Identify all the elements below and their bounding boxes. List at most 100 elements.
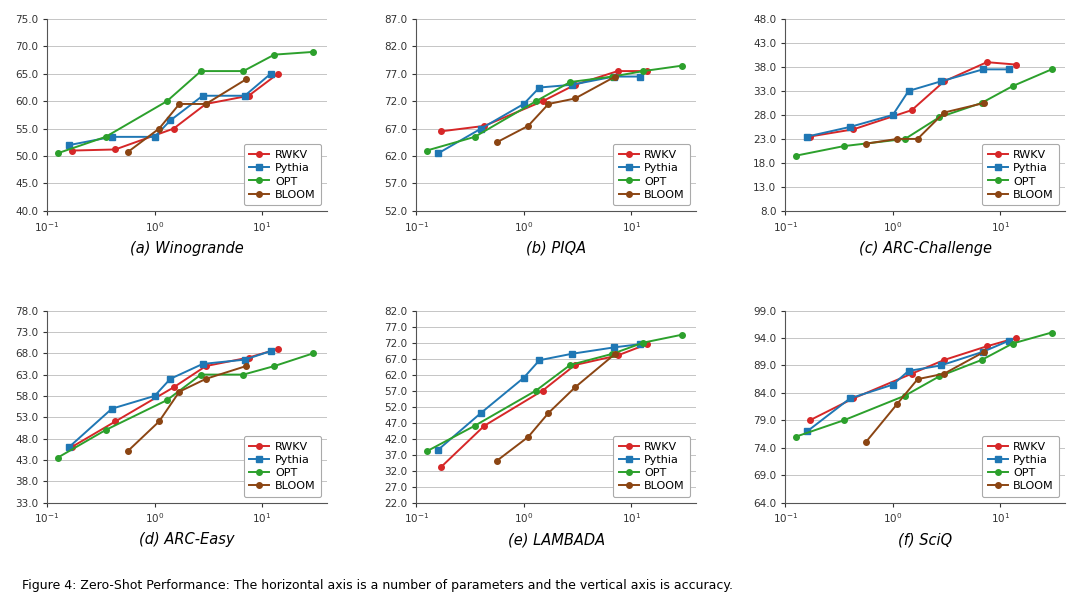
RWKV (640, 341, 653, 348)
OPT (676, 62, 689, 69)
OPT (529, 387, 542, 394)
RWKV (536, 98, 549, 105)
Legend: RWKV, Pythia, OPT, BLOOM: RWKV, Pythia, OPT, BLOOM (982, 436, 1059, 497)
BLOOM (891, 400, 904, 408)
OPT (789, 152, 802, 159)
Pythia (164, 117, 177, 124)
OPT (1007, 340, 1020, 347)
Pythia (565, 350, 578, 358)
Line: BLOOM: BLOOM (863, 100, 987, 146)
Line: RWKV: RWKV (438, 342, 650, 470)
RWKV (611, 352, 624, 359)
OPT (933, 114, 946, 121)
Pythia (934, 362, 947, 369)
OPT (268, 362, 281, 369)
Pythia (887, 381, 900, 388)
Pythia (432, 446, 445, 453)
X-axis label: (f) SciQ: (f) SciQ (899, 533, 953, 547)
OPT (161, 397, 174, 404)
Pythia (197, 92, 210, 99)
Line: RWKV: RWKV (807, 60, 1018, 139)
BLOOM (860, 140, 873, 148)
OPT (51, 454, 64, 461)
OPT (975, 99, 988, 107)
Line: Pythia: Pythia (435, 74, 643, 156)
RWKV (981, 343, 994, 350)
Line: OPT: OPT (423, 63, 685, 154)
BLOOM (240, 362, 253, 369)
OPT (637, 67, 650, 74)
Pythia (148, 392, 161, 399)
BLOOM (490, 139, 503, 146)
Line: Pythia: Pythia (435, 342, 643, 453)
Pythia (607, 344, 620, 351)
OPT (194, 67, 207, 74)
RWKV (477, 123, 490, 130)
OPT (469, 133, 482, 140)
Pythia (976, 348, 989, 355)
X-axis label: (d) ARC-Easy: (d) ARC-Easy (139, 533, 234, 547)
RWKV (568, 361, 581, 368)
OPT (99, 133, 112, 140)
BLOOM (568, 384, 581, 391)
Legend: RWKV, Pythia, OPT, BLOOM: RWKV, Pythia, OPT, BLOOM (613, 144, 690, 205)
RWKV (847, 394, 860, 402)
Pythia (976, 66, 989, 73)
OPT (51, 150, 64, 157)
BLOOM (568, 95, 581, 102)
Line: OPT: OPT (55, 49, 316, 156)
OPT (933, 373, 946, 380)
OPT (99, 427, 112, 434)
Pythia (265, 70, 278, 77)
OPT (237, 371, 249, 378)
OPT (637, 339, 650, 346)
Pythia (432, 150, 445, 157)
Pythia (164, 375, 177, 383)
BLOOM (891, 135, 904, 142)
Legend: RWKV, Pythia, OPT, BLOOM: RWKV, Pythia, OPT, BLOOM (244, 436, 321, 497)
RWKV (242, 354, 255, 361)
BLOOM (121, 448, 134, 455)
BLOOM (200, 101, 213, 108)
RWKV (536, 387, 549, 394)
Legend: RWKV, Pythia, OPT, BLOOM: RWKV, Pythia, OPT, BLOOM (244, 144, 321, 205)
Pythia (474, 125, 487, 132)
X-axis label: (c) ARC-Challenge: (c) ARC-Challenge (859, 240, 991, 256)
Pythia (106, 405, 119, 412)
Pythia (887, 111, 900, 118)
BLOOM (977, 99, 990, 107)
RWKV (905, 370, 918, 377)
OPT (307, 350, 320, 357)
X-axis label: (a) Winogrande: (a) Winogrande (130, 240, 244, 256)
Pythia (934, 78, 947, 85)
BLOOM (522, 433, 535, 440)
BLOOM (937, 109, 950, 116)
OPT (469, 422, 482, 430)
OPT (529, 98, 542, 105)
RWKV (847, 126, 860, 133)
RWKV (477, 422, 490, 430)
RWKV (1010, 61, 1023, 68)
RWKV (640, 67, 653, 74)
Line: BLOOM: BLOOM (125, 77, 248, 155)
RWKV (937, 78, 950, 85)
OPT (161, 98, 174, 105)
BLOOM (152, 125, 165, 132)
Pythia (607, 73, 620, 80)
RWKV (804, 133, 816, 140)
OPT (1045, 329, 1058, 336)
Line: OPT: OPT (793, 67, 1054, 158)
BLOOM (609, 73, 622, 80)
Pythia (902, 367, 915, 374)
Legend: RWKV, Pythia, OPT, BLOOM: RWKV, Pythia, OPT, BLOOM (613, 436, 690, 497)
Pythia (239, 356, 252, 363)
OPT (307, 48, 320, 55)
OPT (268, 51, 281, 58)
Line: OPT: OPT (55, 350, 316, 461)
OPT (975, 356, 988, 364)
Text: Figure 4: Zero-Shot Performance: The horizontal axis is a number of parameters a: Figure 4: Zero-Shot Performance: The hor… (22, 579, 732, 592)
RWKV (271, 70, 284, 77)
Line: RWKV: RWKV (69, 71, 281, 154)
RWKV (937, 356, 950, 364)
Pythia (633, 73, 646, 80)
